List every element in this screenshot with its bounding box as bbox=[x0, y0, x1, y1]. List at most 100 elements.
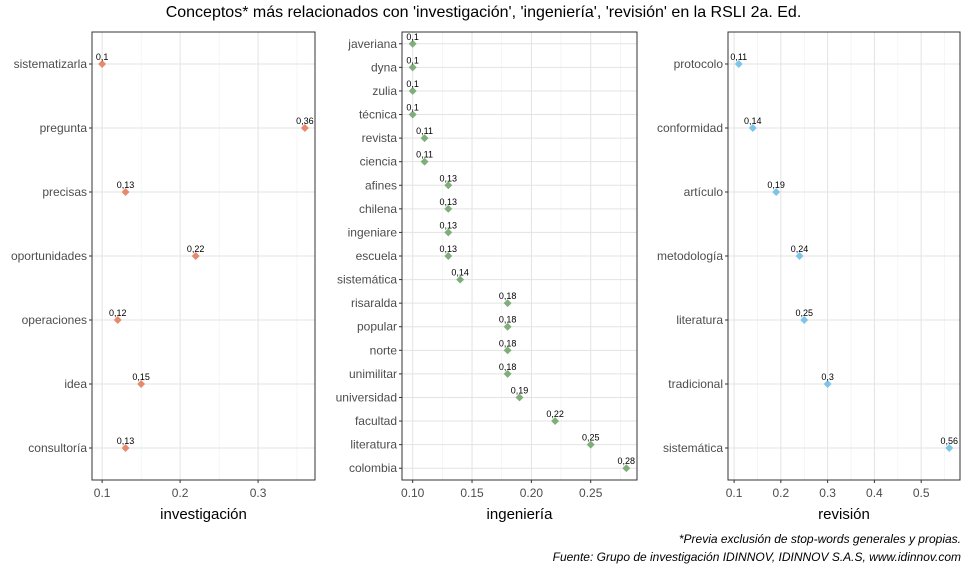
category-label: ciencia bbox=[360, 155, 398, 169]
category-label: sistematizarla bbox=[14, 57, 88, 71]
data-label: 0,14 bbox=[744, 116, 762, 126]
data-point bbox=[300, 124, 309, 132]
data-label: 0,13 bbox=[440, 173, 458, 183]
data-label: 0,1 bbox=[96, 52, 109, 62]
data-point bbox=[503, 369, 512, 378]
data-label: 0,24 bbox=[791, 244, 809, 254]
data-point bbox=[456, 275, 465, 284]
footnote-source: Fuente: Grupo de investigación IDINNOV, … bbox=[552, 550, 961, 564]
category-label: facultad bbox=[355, 414, 397, 428]
data-label: 0,25 bbox=[582, 433, 600, 443]
category-label: revista bbox=[362, 131, 398, 145]
data-point bbox=[503, 346, 512, 355]
category-label: unimilitar bbox=[349, 367, 397, 381]
data-point bbox=[748, 124, 757, 132]
category-label: precisas bbox=[42, 185, 87, 199]
data-point bbox=[191, 252, 200, 260]
x-tick-label: 0.1 bbox=[726, 486, 743, 500]
x-tick-label: 0.3 bbox=[819, 486, 836, 500]
data-point bbox=[586, 440, 595, 449]
data-label: 0,13 bbox=[440, 244, 458, 254]
x-axis-title: ingeniería bbox=[487, 506, 554, 523]
category-label: escuela bbox=[356, 249, 398, 263]
category-label: metodología bbox=[657, 249, 723, 263]
data-point bbox=[444, 228, 453, 237]
category-label: idea bbox=[64, 377, 87, 391]
category-label: conformidad bbox=[657, 121, 723, 135]
data-label: 0,1 bbox=[406, 103, 419, 113]
data-point bbox=[420, 134, 429, 143]
data-label: 0,19 bbox=[511, 385, 529, 395]
data-label: 0,18 bbox=[499, 338, 517, 348]
data-point bbox=[515, 393, 524, 402]
x-tick-label: 0.3 bbox=[250, 486, 267, 500]
category-label: pregunta bbox=[40, 121, 88, 135]
x-tick-label: 0.20 bbox=[520, 486, 544, 500]
category-label: literatura bbox=[676, 313, 723, 327]
x-tick-label: 0.2 bbox=[773, 486, 790, 500]
data-label: 0,11 bbox=[730, 52, 747, 62]
x-tick-label: 0.4 bbox=[866, 486, 883, 500]
category-label: oportunidades bbox=[11, 249, 87, 263]
data-point bbox=[772, 188, 781, 196]
category-label: dyna bbox=[371, 60, 397, 74]
category-label: norte bbox=[370, 343, 398, 357]
category-label: sistemática bbox=[663, 441, 723, 455]
category-label: protocolo bbox=[674, 57, 724, 71]
category-label: artículo bbox=[684, 185, 724, 199]
category-label: literatura bbox=[350, 438, 397, 452]
data-label: 0,25 bbox=[795, 308, 813, 318]
data-label: 0,36 bbox=[296, 116, 314, 126]
x-tick-label: 0.5 bbox=[913, 486, 930, 500]
data-label: 0,12 bbox=[109, 308, 127, 318]
category-label: operaciones bbox=[22, 313, 87, 327]
category-label: universidad bbox=[336, 390, 397, 404]
category-label: zulia bbox=[372, 84, 397, 98]
data-point bbox=[444, 204, 453, 213]
category-label: risaralda bbox=[351, 296, 397, 310]
x-tick-label: 0.2 bbox=[172, 486, 189, 500]
category-label: ingeniare bbox=[348, 225, 398, 239]
data-label: 0,1 bbox=[406, 32, 419, 42]
data-label: 0,11 bbox=[416, 126, 433, 136]
data-label: 0,28 bbox=[618, 456, 636, 466]
data-label: 0,22 bbox=[546, 409, 564, 419]
category-label: sistemática bbox=[337, 273, 397, 287]
data-label: 0,18 bbox=[499, 362, 517, 372]
data-point bbox=[622, 464, 631, 473]
data-label: 0,13 bbox=[117, 180, 135, 190]
data-label: 0,1 bbox=[406, 55, 419, 65]
data-label: 0,18 bbox=[499, 315, 517, 325]
category-label: tradicional bbox=[668, 377, 723, 391]
data-point bbox=[503, 299, 512, 308]
data-label: 0,19 bbox=[767, 180, 785, 190]
data-point bbox=[137, 380, 146, 388]
category-label: consultoría bbox=[28, 441, 87, 455]
data-point bbox=[503, 322, 512, 331]
data-label: 0,18 bbox=[499, 291, 517, 301]
data-label: 0,13 bbox=[440, 220, 458, 230]
category-label: afines bbox=[365, 178, 397, 192]
data-label: 0,13 bbox=[117, 436, 135, 446]
x-tick-label: 0.25 bbox=[579, 486, 603, 500]
category-label: colombia bbox=[349, 461, 397, 475]
data-label: 0,56 bbox=[940, 436, 958, 446]
category-label: javeriana bbox=[347, 37, 397, 51]
data-point bbox=[444, 181, 453, 190]
x-axis-title: revisión bbox=[818, 506, 870, 523]
data-label: 0,14 bbox=[451, 268, 469, 278]
data-label: 0,15 bbox=[132, 372, 150, 382]
x-axis-title: investigación bbox=[160, 506, 247, 523]
category-label: popular bbox=[357, 320, 397, 334]
category-label: técnica bbox=[359, 108, 397, 122]
x-tick-label: 0.15 bbox=[460, 486, 484, 500]
data-label: 0,11 bbox=[416, 150, 433, 160]
chart-title: Conceptos* más relacionados con 'investi… bbox=[165, 4, 802, 21]
x-tick-label: 0.1 bbox=[94, 486, 111, 500]
data-point bbox=[420, 157, 429, 166]
data-point bbox=[551, 417, 560, 426]
data-label: 0,3 bbox=[821, 372, 834, 382]
data-label: 0,13 bbox=[440, 197, 458, 207]
x-tick-label: 0.10 bbox=[401, 486, 425, 500]
